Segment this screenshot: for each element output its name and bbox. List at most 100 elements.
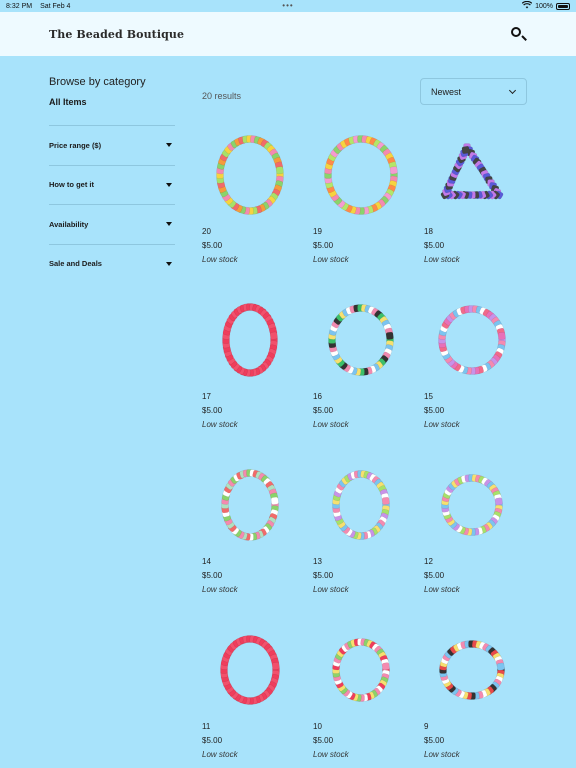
product-price: $5.00 bbox=[313, 406, 334, 415]
caret-down-icon bbox=[166, 143, 172, 148]
product-number: 18 bbox=[424, 227, 433, 236]
bracelet-image bbox=[422, 288, 522, 392]
product-number: 20 bbox=[202, 227, 211, 236]
product-card[interactable]: 14 $5.00 Low stock bbox=[200, 453, 311, 618]
bead bbox=[496, 662, 505, 671]
top-header: The Beaded Boutique bbox=[0, 12, 576, 56]
bracelet-image bbox=[311, 453, 411, 557]
status-time: 8:32 PM bbox=[6, 2, 33, 10]
bead bbox=[269, 331, 278, 340]
product-price: $5.00 bbox=[424, 736, 445, 745]
product-number: 12 bbox=[424, 557, 433, 566]
product-price: $5.00 bbox=[313, 571, 334, 580]
bead bbox=[497, 332, 506, 340]
product-price: $5.00 bbox=[313, 241, 334, 250]
caret-down-icon bbox=[166, 182, 172, 187]
stock-status: Low stock bbox=[202, 255, 238, 264]
sort-dropdown[interactable]: Newest bbox=[420, 78, 527, 105]
wifi-icon bbox=[521, 0, 533, 11]
bead bbox=[271, 662, 280, 670]
stock-status: Low stock bbox=[313, 750, 349, 759]
product-price: $5.00 bbox=[424, 406, 445, 415]
product-card[interactable]: 19 $5.00 Low stock bbox=[311, 123, 422, 288]
stock-status: Low stock bbox=[424, 750, 460, 759]
caret-down-icon bbox=[166, 261, 172, 266]
sidebar-title: Browse by category bbox=[49, 76, 146, 88]
stock-status: Low stock bbox=[424, 255, 460, 264]
stock-status: Low stock bbox=[202, 750, 238, 759]
product-card[interactable]: 18 $5.00 Low stock bbox=[422, 123, 533, 288]
bracelet-image bbox=[311, 123, 411, 227]
filter-how-to-get-it[interactable]: How to get it bbox=[49, 164, 175, 205]
product-card[interactable]: 20 $5.00 Low stock bbox=[200, 123, 311, 288]
bead bbox=[381, 662, 390, 671]
category-all-items[interactable]: All Items bbox=[49, 97, 87, 107]
product-number: 10 bbox=[313, 722, 322, 731]
bead bbox=[275, 166, 284, 175]
product-price: $5.00 bbox=[202, 241, 223, 250]
search-button[interactable] bbox=[509, 25, 527, 43]
bead bbox=[270, 496, 279, 505]
sidebar: Browse by category All Items Price range… bbox=[49, 76, 175, 283]
product-card[interactable]: 11 $5.00 Low stock bbox=[200, 618, 311, 768]
battery-icon bbox=[556, 2, 570, 10]
filter-sale-and-deals[interactable]: Sale and Deals bbox=[49, 243, 175, 284]
product-price: $5.00 bbox=[424, 571, 445, 580]
chevron-down-icon bbox=[508, 86, 517, 94]
product-card[interactable]: 12 $5.00 Low stock bbox=[422, 453, 533, 618]
bead bbox=[461, 146, 470, 154]
stock-status: Low stock bbox=[202, 420, 238, 429]
battery-percent: 100% bbox=[535, 2, 553, 10]
bracelet-image bbox=[422, 618, 522, 722]
bead bbox=[381, 497, 390, 505]
filter-label: Sale and Deals bbox=[49, 259, 102, 269]
product-price: $5.00 bbox=[202, 736, 223, 745]
product-number: 17 bbox=[202, 392, 211, 401]
status-right: 100% bbox=[521, 0, 570, 11]
product-price: $5.00 bbox=[202, 571, 223, 580]
multitask-dots-icon[interactable]: ••• bbox=[282, 1, 294, 10]
stock-status: Low stock bbox=[424, 420, 460, 429]
product-card[interactable]: 9 $5.00 Low stock bbox=[422, 618, 533, 768]
sort-selected: Newest bbox=[431, 86, 462, 97]
product-card[interactable]: 10 $5.00 Low stock bbox=[311, 618, 422, 768]
status-bar: 8:32 PM Sat Feb 4 ••• 100% bbox=[0, 0, 576, 12]
stock-status: Low stock bbox=[202, 585, 238, 594]
product-grid: 20 $5.00 Low stock 19 $5.00 Low stock 18 $5.00 L… bbox=[200, 123, 540, 768]
product-number: 16 bbox=[313, 392, 322, 401]
bracelet-image bbox=[311, 618, 411, 722]
search-icon bbox=[511, 27, 521, 37]
product-number: 15 bbox=[424, 392, 433, 401]
results-count: 20 results bbox=[202, 91, 242, 101]
bracelet-image bbox=[200, 453, 300, 557]
bracelet-image bbox=[200, 288, 300, 392]
bead bbox=[389, 166, 398, 175]
filter-label: Availability bbox=[49, 219, 89, 229]
bracelet-image bbox=[311, 288, 411, 392]
product-card[interactable]: 13 $5.00 Low stock bbox=[311, 453, 422, 618]
product-number: 13 bbox=[313, 557, 322, 566]
product-price: $5.00 bbox=[424, 241, 445, 250]
status-date: Sat Feb 4 bbox=[40, 2, 71, 10]
filter-label: How to get it bbox=[49, 180, 94, 190]
product-card[interactable]: 15 $5.00 Low stock bbox=[422, 288, 533, 453]
product-card[interactable]: 17 $5.00 Low stock bbox=[200, 288, 311, 453]
filter-price-range[interactable]: Price range ($) bbox=[49, 125, 175, 165]
filter-label: Price range ($) bbox=[49, 140, 102, 150]
filter-availability[interactable]: Availability bbox=[49, 204, 175, 244]
product-card[interactable]: 16 $5.00 Low stock bbox=[311, 288, 422, 453]
stock-status: Low stock bbox=[313, 255, 349, 264]
product-number: 14 bbox=[202, 557, 211, 566]
stock-status: Low stock bbox=[424, 585, 460, 594]
bracelet-image bbox=[422, 123, 522, 227]
product-number: 9 bbox=[424, 722, 429, 731]
stock-status: Low stock bbox=[313, 585, 349, 594]
bracelet-image bbox=[200, 618, 300, 722]
product-number: 19 bbox=[313, 227, 322, 236]
brand-logo[interactable]: The Beaded Boutique bbox=[49, 27, 185, 41]
bracelet-image bbox=[200, 123, 300, 227]
bracelet-image bbox=[422, 453, 522, 557]
caret-down-icon bbox=[166, 222, 172, 227]
product-number: 11 bbox=[202, 722, 211, 731]
product-price: $5.00 bbox=[313, 736, 334, 745]
